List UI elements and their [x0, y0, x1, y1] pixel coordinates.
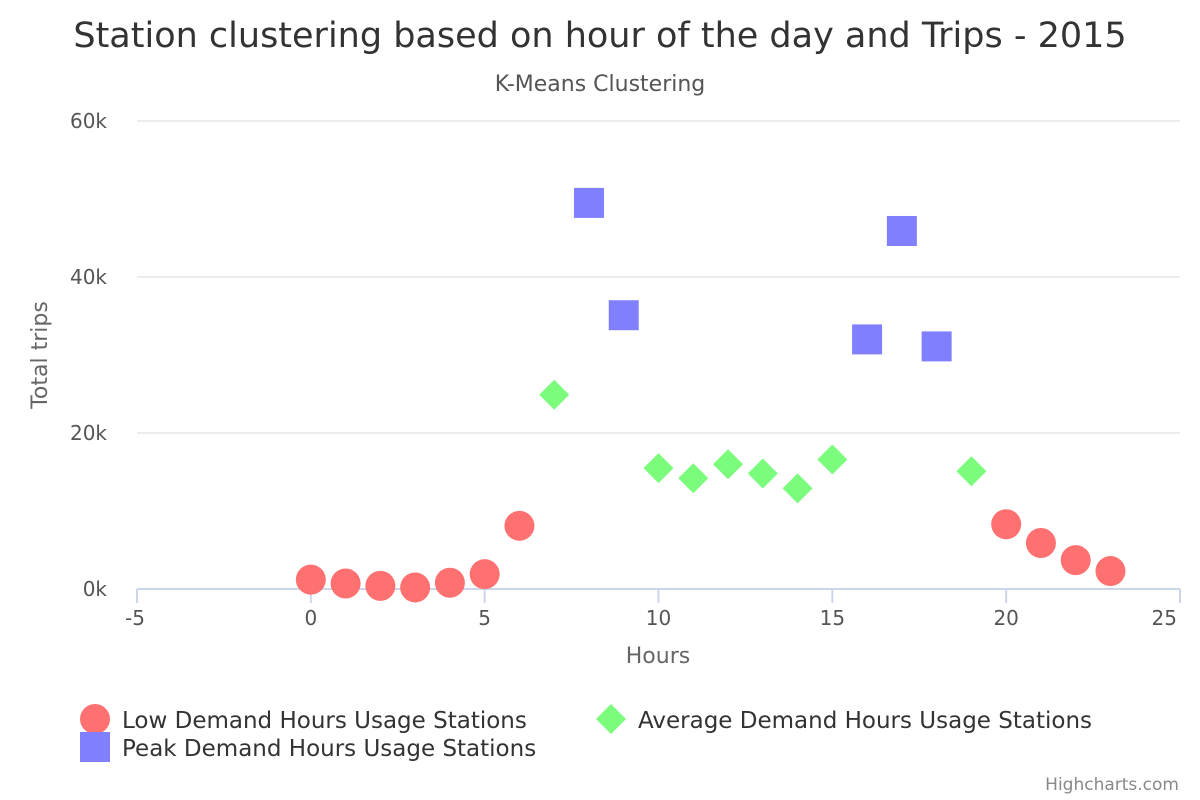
data-point	[852, 324, 883, 355]
credits-link[interactable]: Highcharts.com	[1045, 775, 1179, 795]
data-points	[295, 187, 1126, 603]
data-point	[713, 449, 744, 480]
data-point	[747, 458, 778, 489]
x-tick-label: 15	[820, 606, 845, 630]
data-point	[1025, 527, 1056, 558]
series-circle	[295, 509, 1126, 603]
x-tick-label: 20	[993, 606, 1018, 630]
data-point	[1095, 556, 1126, 587]
data-point	[678, 463, 709, 494]
legend: Low Demand Hours Usage Stations Average D…	[80, 704, 1092, 762]
x-axis: -5 0 5 10 15 20 25	[125, 588, 1181, 630]
data-point	[608, 300, 639, 331]
x-tick-label: 5	[478, 606, 491, 630]
x-tick-label: 25	[1152, 606, 1177, 630]
legend-marker	[596, 704, 626, 734]
data-point	[539, 379, 570, 410]
y-axis: 0k 20k 40k 60k	[70, 109, 107, 601]
y-tick-label: 40k	[70, 265, 107, 289]
data-point	[643, 453, 674, 484]
data-point	[365, 570, 396, 601]
data-point	[886, 215, 917, 246]
series-diamond	[539, 379, 987, 504]
x-axis-title: Hours	[626, 644, 690, 669]
legend-label: Peak Demand Hours Usage Stations	[122, 736, 536, 762]
data-point	[295, 564, 326, 595]
data-point	[956, 456, 987, 487]
data-point	[400, 572, 431, 603]
y-tick-label: 0k	[83, 577, 108, 601]
data-point	[434, 567, 465, 598]
data-point	[817, 444, 848, 475]
x-tick-label: 0	[304, 606, 317, 630]
y-tick-label: 60k	[70, 109, 107, 133]
legend-item[interactable]: Average Demand Hours Usage Stations	[596, 704, 1092, 734]
data-point	[573, 187, 604, 218]
data-point	[991, 509, 1022, 540]
data-point	[330, 568, 361, 599]
y-tick-label: 20k	[70, 421, 107, 445]
grid-lines	[137, 120, 1180, 434]
legend-marker	[80, 704, 110, 734]
data-point	[921, 331, 952, 362]
legend-item[interactable]: Low Demand Hours Usage Stations	[80, 704, 527, 734]
legend-label: Average Demand Hours Usage Stations	[638, 708, 1092, 734]
chart-title: Station clustering based on hour of the …	[73, 16, 1126, 56]
data-point	[504, 510, 535, 541]
series-square	[573, 187, 952, 362]
legend-item[interactable]: Peak Demand Hours Usage Stations	[80, 732, 536, 762]
legend-marker	[80, 732, 110, 762]
data-point	[469, 559, 500, 590]
data-point	[1060, 545, 1091, 576]
data-point	[782, 473, 813, 504]
chart-subtitle: K-Means Clustering	[495, 72, 706, 97]
x-tick-label: 10	[646, 606, 671, 630]
y-axis-title: Total trips	[28, 301, 53, 410]
legend-label: Low Demand Hours Usage Stations	[122, 708, 527, 734]
x-tick-label: -5	[125, 606, 145, 630]
